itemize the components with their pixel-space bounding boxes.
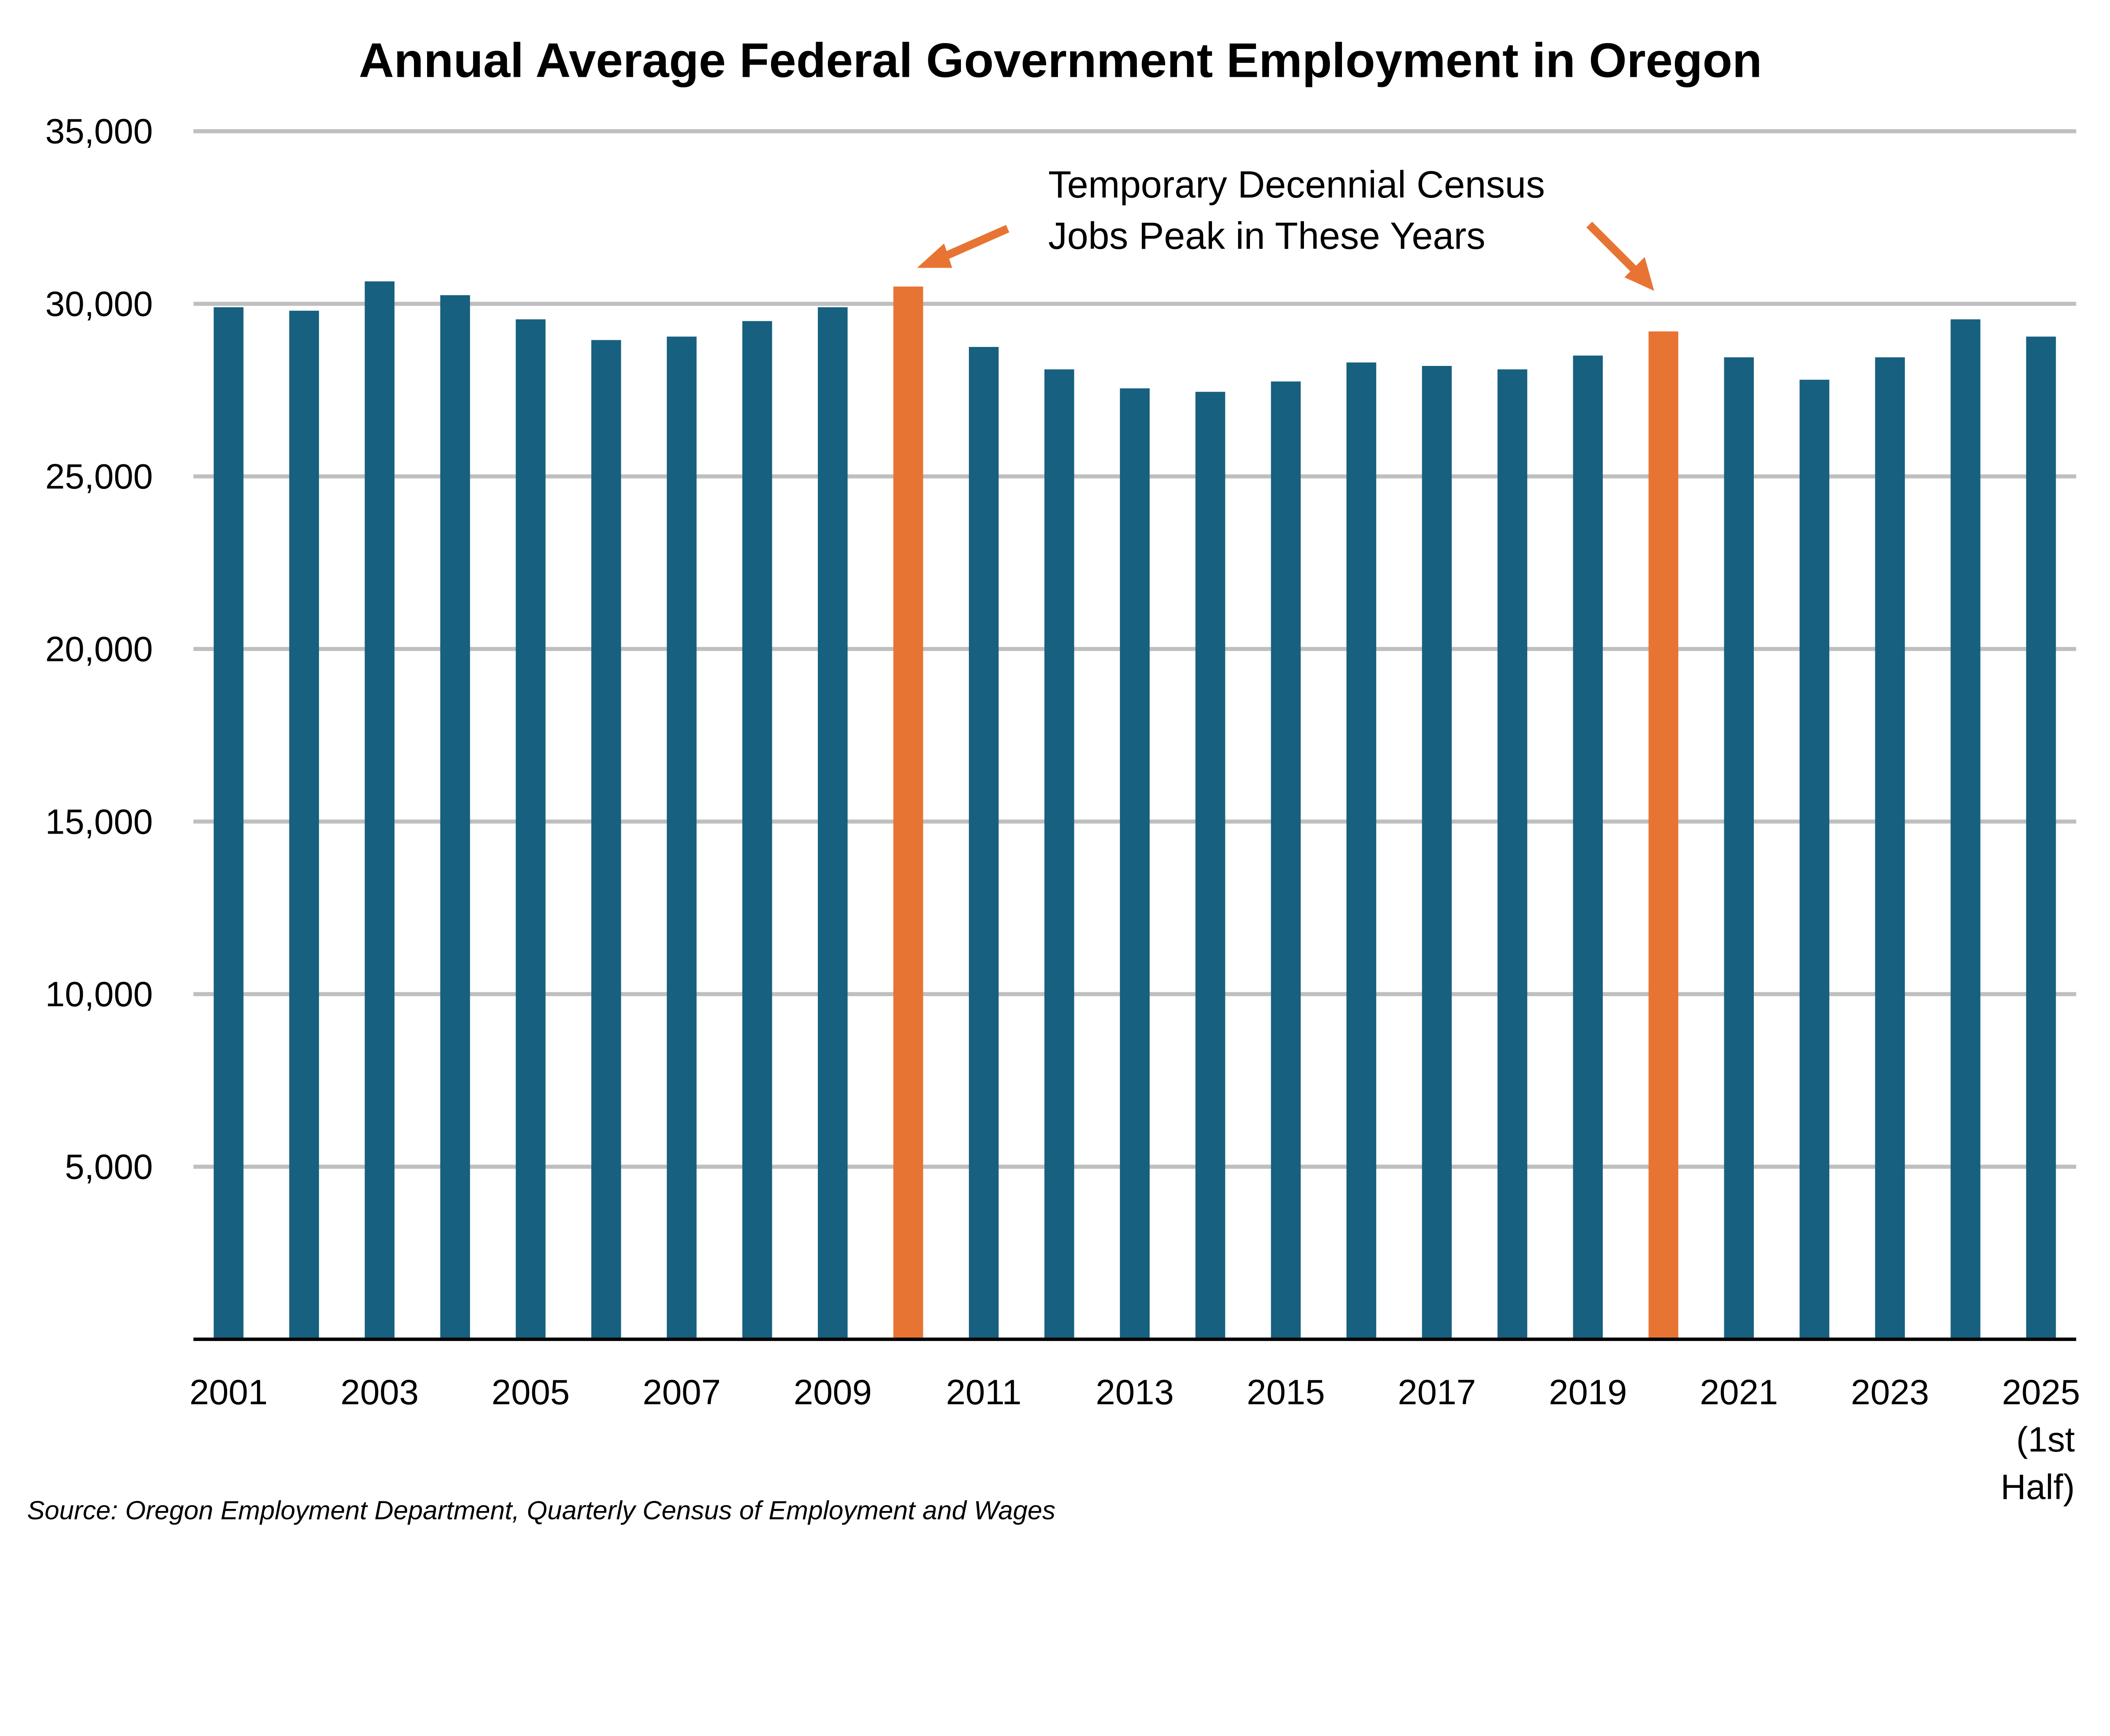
bar-2018 <box>1497 369 1528 1340</box>
x-tick-label: Half) <box>2001 1467 2075 1506</box>
x-tick-label: 2003 <box>341 1373 419 1412</box>
bar-2006 <box>591 340 621 1340</box>
bar-2025 <box>2026 336 2056 1340</box>
y-axis-ticks: 5,000 10,000 15,000 20,000 25,000 30,000 35,00… <box>45 112 153 1186</box>
y-tick-label: 5,000 <box>65 1147 153 1186</box>
bar-2021 <box>1724 357 1754 1340</box>
x-tick-label: 2005 <box>492 1373 570 1412</box>
x-tick-label: 2007 <box>643 1373 721 1412</box>
bar-2003 <box>365 281 395 1340</box>
bar-2005 <box>516 319 546 1340</box>
annotation: Temporary Decennial Census Jobs Peak in … <box>917 164 1654 291</box>
bar-2015 <box>1271 381 1301 1340</box>
x-tick-label: 2023 <box>1851 1373 1929 1412</box>
annotation-line-1: Temporary Decennial Census <box>1048 164 1545 206</box>
annotation-line-2: Jobs Peak in These Years <box>1048 215 1485 257</box>
x-tick-label: 2011 <box>946 1373 1022 1412</box>
bar-2014 <box>1195 392 1225 1340</box>
bar-2019 <box>1573 355 1603 1340</box>
bar-2008 <box>742 321 772 1340</box>
bar-2017 <box>1422 366 1452 1340</box>
bar-chart: Annual Average Federal Government Employ… <box>27 34 2080 1525</box>
bar-2004 <box>440 295 470 1340</box>
bar-2001 <box>214 307 243 1340</box>
x-tick-label: 2009 <box>794 1373 872 1412</box>
y-tick-label: 10,000 <box>45 975 153 1014</box>
x-axis-ticks: 2001 2003 2005 2007 2009 2011 2013 2015 2017 2019… <box>189 1373 2080 1506</box>
source-note: Source: Oregon Employment Department, Qu… <box>27 1495 1055 1525</box>
bar-2011 <box>968 347 999 1340</box>
x-tick-label: (1st <box>2016 1420 2075 1459</box>
bar-2007 <box>667 336 697 1340</box>
bar-2009 <box>818 307 848 1340</box>
arrow-2020 <box>1586 222 1654 291</box>
bars <box>214 281 2056 1340</box>
x-tick-label: 2021 <box>1700 1373 1778 1412</box>
x-tick-label: 2015 <box>1247 1373 1325 1412</box>
y-tick-label: 15,000 <box>45 802 153 841</box>
y-tick-label: 30,000 <box>45 284 153 324</box>
x-tick-label: 2019 <box>1549 1373 1627 1412</box>
bar-2022 <box>1799 379 1829 1340</box>
chart-title: Annual Average Federal Government Employ… <box>359 34 1762 88</box>
x-tick-label: 2017 <box>1398 1373 1476 1412</box>
bar-2002 <box>289 311 319 1340</box>
bar-2020 <box>1648 331 1679 1340</box>
bar-2012 <box>1044 369 1074 1340</box>
x-tick-label: 2025 <box>2002 1373 2080 1412</box>
bar-2010 <box>893 286 923 1340</box>
x-tick-label: 2013 <box>1096 1373 1174 1412</box>
bar-2024 <box>1950 319 1980 1340</box>
bar-2013 <box>1120 388 1150 1340</box>
y-tick-label: 20,000 <box>45 629 153 669</box>
bar-2016 <box>1346 362 1377 1340</box>
bar-2023 <box>1875 357 1905 1340</box>
y-tick-label: 35,000 <box>45 112 153 151</box>
y-tick-label: 25,000 <box>45 457 153 496</box>
arrow-2010 <box>917 225 1009 268</box>
x-tick-label: 2001 <box>189 1373 268 1412</box>
